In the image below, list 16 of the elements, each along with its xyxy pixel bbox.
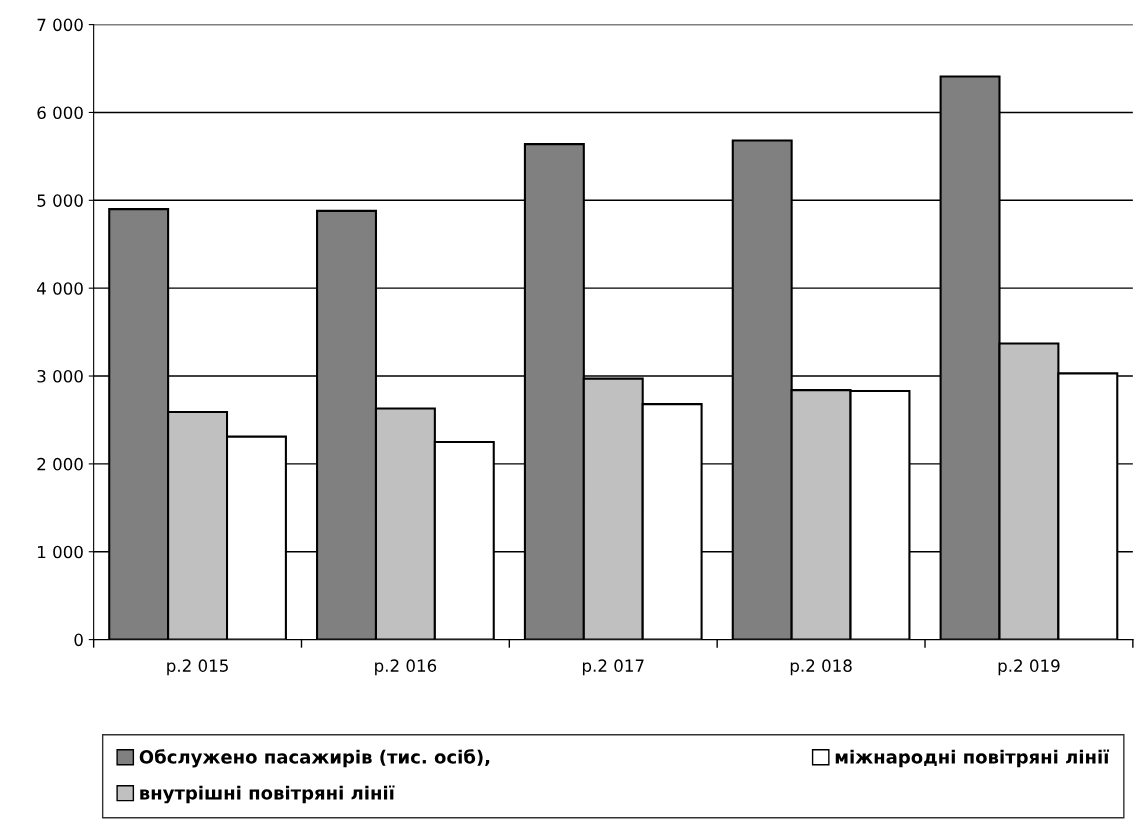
x-tick-label: р.2 018 (790, 659, 852, 676)
x-tick-label: р.2 016 (375, 659, 437, 676)
y-tick-label: 0 (74, 633, 83, 647)
y-tick-label: 1 000 (38, 545, 83, 559)
legend-label: міжнародні повітряні лінії (835, 749, 1110, 768)
y-tick-label: 5 000 (37, 194, 83, 207)
y-tick-label: 2 000 (37, 457, 83, 471)
legend-label: внутрішні повітряні лінії (140, 785, 395, 804)
x-tick-label: р.2 019 (998, 659, 1060, 676)
x-tick-label: р.2 015 (167, 659, 228, 676)
y-tick-label: 4 000 (37, 282, 83, 295)
x-tick-label: р.2 017 (582, 659, 644, 676)
y-tick-label: 7 000 (37, 18, 83, 32)
y-tick-label: 3 000 (37, 369, 83, 383)
y-tick-label: 6 000 (37, 106, 83, 120)
legend-label: Обслужено пасажирів (тис. осіб), (139, 749, 490, 768)
